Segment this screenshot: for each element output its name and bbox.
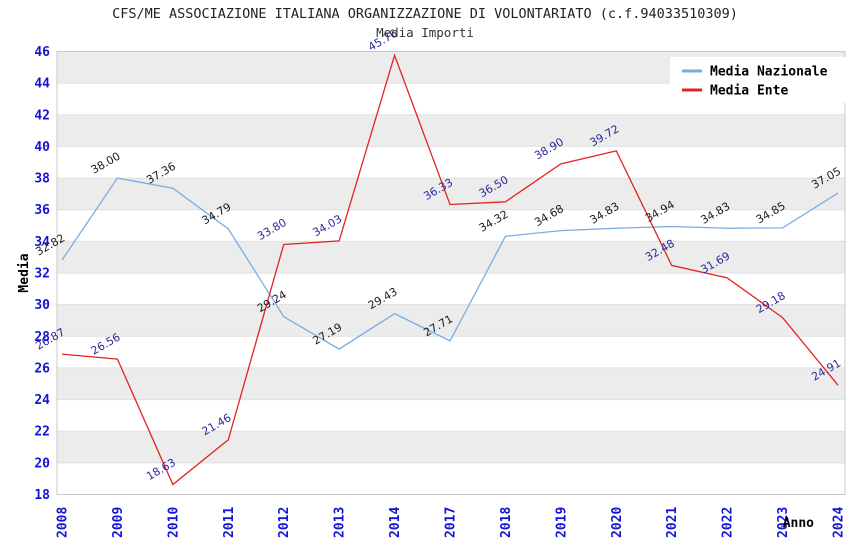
legend: Media Nazionale Media Ente [670,57,846,103]
grid-band [57,114,845,147]
y-tick-label: 40 [34,140,50,155]
x-tick-label: 2021 [665,507,680,538]
y-tick-label: 36 [34,203,50,218]
data-point-label: 34.32 [477,208,511,235]
x-tick-label: 2023 [776,507,791,538]
legend-label-media-ente: Media Ente [710,84,788,99]
legend-label-media-nazionale: Media Nazionale [710,65,828,80]
plot-border [56,51,846,495]
y-tick-label: 18 [34,488,50,503]
series-line-media-nazionale [61,177,839,350]
data-point-label: 45.76 [366,27,400,54]
legend-box [670,57,846,103]
y-tick-label: 24 [34,393,50,408]
grid-band [57,431,845,463]
grid-band [57,241,845,273]
plot-border-rect [56,51,846,495]
x-tick-label: 2014 [388,507,403,538]
grid-band [57,367,845,400]
x-tick-label: 2018 [499,507,514,538]
x-tick-label: 2011 [222,507,237,538]
series-line-media-ente [61,53,839,486]
grid-band [57,304,845,337]
x-tick-label: 2022 [721,507,736,538]
x-tick-label: 2020 [610,507,625,538]
x-tick-label: 2010 [166,507,181,538]
x-axis-title: Anno [783,516,814,531]
y-axis-title: Media [17,253,32,292]
y-tick-label: 28 [34,330,50,345]
y-tick-label: 34 [34,235,50,250]
y-tick-label: 44 [34,77,50,92]
data-point-label: 38.00 [89,150,123,177]
y-tick-label: 46 [34,45,50,60]
series-lines [61,53,839,486]
x-tick-label: 2017 [444,507,459,538]
grid-bands [57,51,845,463]
x-tick-label: 2012 [277,507,292,538]
y-tick-label: 26 [34,361,50,376]
x-tick-label: 2019 [554,507,569,538]
y-tick-label: 20 [34,456,50,471]
y-tick-label: 42 [34,108,50,123]
x-tick-label: 2013 [333,507,348,538]
y-tick-label: 38 [34,172,50,187]
x-tick-label: 2008 [56,507,71,538]
y-tick-label: 32 [34,267,50,282]
y-tick-label: 30 [34,298,50,313]
data-point-label: 33.80 [255,216,289,243]
y-tick-label: 22 [34,425,50,440]
data-point-label: 34.03 [311,212,345,239]
x-tick-label: 2024 [832,507,847,538]
x-tick-label: 2009 [111,507,126,538]
